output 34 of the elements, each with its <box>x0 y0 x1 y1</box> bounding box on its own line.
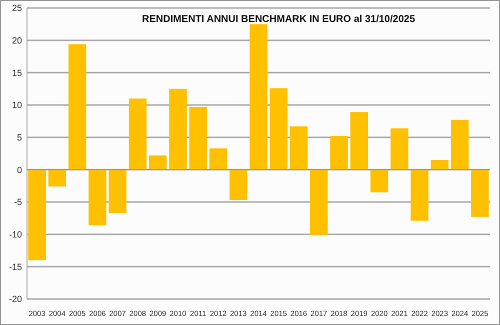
bar <box>310 170 328 235</box>
y-tick-label: 10 <box>12 100 22 110</box>
bar <box>88 170 106 226</box>
bar <box>108 170 126 213</box>
bar <box>148 155 167 170</box>
bar <box>189 106 207 170</box>
bar <box>330 136 348 170</box>
bar <box>370 170 388 192</box>
bar <box>290 126 308 170</box>
bar <box>350 112 368 170</box>
y-tick-label: 25 <box>12 3 22 14</box>
bar <box>128 98 147 170</box>
y-tick-label: -10 <box>8 229 22 240</box>
bar <box>270 88 288 170</box>
bar <box>250 24 268 170</box>
bar <box>390 128 408 170</box>
y-tick-label: 15 <box>12 68 22 78</box>
y-tick-label: 5 <box>16 132 22 142</box>
bar <box>48 170 66 186</box>
y-tick-label: -5 <box>14 197 22 208</box>
bar <box>410 170 428 221</box>
bar <box>169 88 187 170</box>
bar <box>68 44 86 170</box>
bar <box>209 148 228 170</box>
bar <box>28 170 46 260</box>
y-tick-label: 0 <box>16 164 22 175</box>
text: RENDIMENTI ANNUI BENCHMARK IN EURO al 31/10/2025 <box>142 14 416 25</box>
y-tick-label: -15 <box>8 262 22 272</box>
bar <box>450 120 469 170</box>
y-tick-label: 20 <box>12 35 22 46</box>
bar <box>430 160 449 170</box>
y-tick-label: -20 <box>8 294 22 304</box>
bar <box>230 170 248 200</box>
bar <box>471 170 489 217</box>
